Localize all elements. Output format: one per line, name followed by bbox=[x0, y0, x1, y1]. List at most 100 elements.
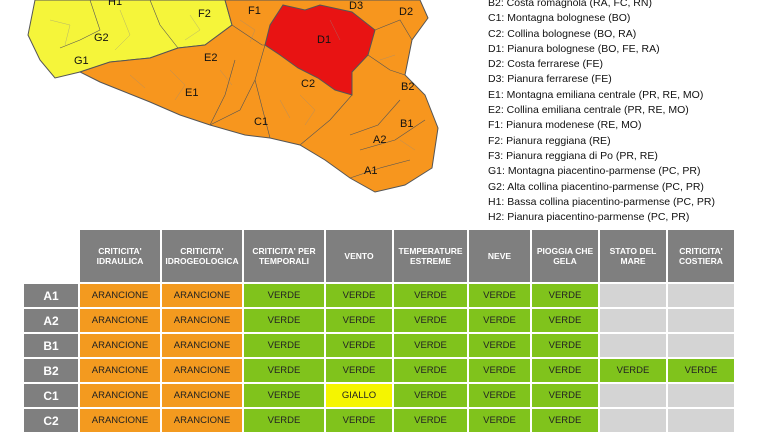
alert-table: CRITICITA' IDRAULICA CRITICITA' IDROGEOLOG… bbox=[22, 228, 736, 434]
legend-entry: F1: Pianura modenese (RE, MO) bbox=[488, 119, 642, 132]
table-row: C1 ARANCIONE ARANCIONE VERDE GIALLO VERDE VERD… bbox=[24, 384, 734, 407]
table-row: B1 ARANCIONE ARANCIONE VERDE VERDE VERDE VERDE… bbox=[24, 334, 734, 357]
alert-cell: VERDE bbox=[244, 309, 324, 332]
header-line: NEVE bbox=[487, 251, 512, 261]
alert-cell: VERDE bbox=[600, 359, 666, 382]
alert-cell: VERDE bbox=[394, 359, 467, 382]
legend-entry: D1: Pianura bolognese (BO, FE, RA) bbox=[488, 42, 660, 55]
header-pioggia-che-gela: PIOGGIA CHE GELA bbox=[532, 230, 598, 282]
region-map-graphic bbox=[27, 0, 439, 193]
legend-entry: G1: Montagna piacentino-parmense (PC, PR… bbox=[488, 165, 701, 178]
alert-cell: VERDE bbox=[394, 409, 467, 432]
row-zone-header: B1 bbox=[24, 334, 78, 357]
map-label-f1: F1 bbox=[248, 5, 261, 17]
header-criticita-costiera: CRITICITA' COSTIERA bbox=[668, 230, 734, 282]
header-line: VENTO bbox=[344, 251, 374, 261]
map-label-a1: A1 bbox=[364, 165, 378, 177]
map-label-g1: G1 bbox=[74, 55, 89, 67]
alert-cell: VERDE bbox=[532, 359, 598, 382]
alert-cell: VERDE bbox=[394, 384, 467, 407]
alert-cell bbox=[668, 309, 734, 332]
alert-cell: ARANCIONE bbox=[80, 384, 160, 407]
alert-cell: ARANCIONE bbox=[162, 359, 242, 382]
alert-cell: VERDE bbox=[244, 384, 324, 407]
alert-cell: ARANCIONE bbox=[162, 334, 242, 357]
alert-cell: VERDE bbox=[668, 359, 734, 382]
alert-cell: VERDE bbox=[469, 384, 530, 407]
legend-entry: D3: Pianura ferrarese (FE) bbox=[488, 73, 612, 86]
alert-cell bbox=[600, 284, 666, 307]
map-label-c1: C1 bbox=[254, 116, 269, 128]
municipal-boundaries bbox=[49, 9, 416, 151]
header-vento: VENTO bbox=[326, 230, 392, 282]
alert-cell: VERDE bbox=[394, 334, 467, 357]
header-stato-del-mare: STATO DEL MARE bbox=[600, 230, 666, 282]
map-label-d1: D1 bbox=[317, 34, 332, 46]
legend-entry: F3: Pianura reggiana di Po (PR, RE) bbox=[488, 149, 658, 162]
header-line: CRITICITA' bbox=[98, 246, 142, 256]
row-zone-header: C1 bbox=[24, 384, 78, 407]
alert-cell: VERDE bbox=[326, 284, 392, 307]
legend-entry: C1: Montagna bolognese (BO) bbox=[488, 12, 631, 25]
row-zone-header: C2 bbox=[24, 409, 78, 432]
map-label-d3: D3 bbox=[349, 0, 364, 12]
legend-entry: H2: Pianura piacentino-parmense (PC, PR) bbox=[488, 211, 690, 224]
map-label-g2: G2 bbox=[94, 32, 109, 44]
row-zone-header: B2 bbox=[24, 359, 78, 382]
alert-cell bbox=[600, 384, 666, 407]
header-line: PIOGGIA CHE bbox=[536, 246, 594, 256]
alert-cell: ARANCIONE bbox=[80, 309, 160, 332]
alert-cell: VERDE bbox=[532, 334, 598, 357]
legend-entry: H1: Bassa collina piacentino-parmense (P… bbox=[488, 195, 716, 208]
map-label-d2: D2 bbox=[399, 6, 414, 18]
legend-entry: C2: Collina bolognese (BO, RA) bbox=[488, 27, 637, 40]
legend-entry: D2: Costa ferrarese (FE) bbox=[488, 58, 603, 71]
header-line: TEMPERATURE bbox=[398, 246, 463, 256]
alert-cell: ARANCIONE bbox=[80, 409, 160, 432]
alert-cell bbox=[668, 409, 734, 432]
row-zone-header: A1 bbox=[24, 284, 78, 307]
table-row: B2 ARANCIONE ARANCIONE VERDE VERDE VERDE VERDE… bbox=[24, 359, 734, 382]
alert-cell: GIALLO bbox=[326, 384, 392, 407]
zone-legend: B2: Costa romagnola (RA, FC, RN) C1: Mon… bbox=[488, 0, 768, 225]
alert-cell: VERDE bbox=[326, 359, 392, 382]
header-line: TEMPORALI bbox=[258, 256, 310, 266]
table-row: C2 ARANCIONE ARANCIONE VERDE VERDE VERDE VERDE… bbox=[24, 409, 734, 432]
alert-cell: VERDE bbox=[326, 334, 392, 357]
alert-cell: VERDE bbox=[326, 409, 392, 432]
map-label-a2: A2 bbox=[373, 134, 387, 146]
alert-cell: VERDE bbox=[469, 284, 530, 307]
header-line: IDRAULICA bbox=[96, 256, 144, 266]
header-line: CRITICITA' PER bbox=[252, 246, 316, 256]
alert-cell: VERDE bbox=[469, 409, 530, 432]
alert-zone-map: H1 F2 F1 D3 D2 G2 G1 D1 E2 C2 E1 B2 C1 B… bbox=[0, 0, 480, 200]
alert-cell: ARANCIONE bbox=[162, 409, 242, 432]
map-label-b1: B1 bbox=[400, 118, 414, 130]
legend-entry: E1: Montagna emiliana centrale (PR, RE, … bbox=[488, 88, 704, 101]
header-neve: NEVE bbox=[469, 230, 530, 282]
alert-cell: VERDE bbox=[532, 309, 598, 332]
alert-cell: ARANCIONE bbox=[162, 384, 242, 407]
legend-entry: E2: Collina emiliana centrale (PR, RE, M… bbox=[488, 104, 689, 117]
header-line: ESTREME bbox=[409, 256, 452, 266]
alert-cell: ARANCIONE bbox=[162, 309, 242, 332]
zone-boundaries bbox=[59, 0, 426, 179]
alert-cell: VERDE bbox=[326, 309, 392, 332]
header-line: CRITICITA' bbox=[180, 246, 224, 256]
alert-cell: ARANCIONE bbox=[80, 284, 160, 307]
map-label-h1: H1 bbox=[108, 0, 123, 8]
alert-table-header-row: CRITICITA' IDRAULICA CRITICITA' IDROGEOLOG… bbox=[24, 230, 734, 282]
alert-cell bbox=[600, 309, 666, 332]
header-temperature-estreme: TEMPERATURE ESTREME bbox=[394, 230, 467, 282]
header-line: STATO DEL bbox=[609, 246, 657, 256]
table-row: A2 ARANCIONE ARANCIONE VERDE VERDE VERDE VERDE… bbox=[24, 309, 734, 332]
map-label-e2: E2 bbox=[204, 52, 218, 64]
legend-entry: F2: Pianura reggiana (RE) bbox=[488, 134, 611, 147]
alert-cell: ARANCIONE bbox=[80, 334, 160, 357]
alert-cell: VERDE bbox=[532, 284, 598, 307]
alert-cell: VERDE bbox=[244, 284, 324, 307]
alert-cell: ARANCIONE bbox=[162, 284, 242, 307]
table-corner bbox=[24, 230, 78, 282]
alert-cell: VERDE bbox=[469, 334, 530, 357]
map-label-f2: F2 bbox=[198, 8, 211, 20]
